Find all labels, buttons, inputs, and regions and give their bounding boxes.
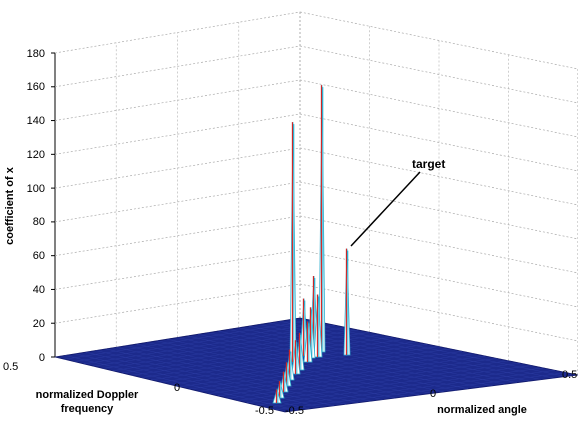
- x-axis-label: normalized Doppler: [36, 389, 139, 401]
- z-tick-label: 20: [33, 318, 45, 330]
- z-tick-label: 80: [33, 216, 45, 228]
- peak: [343, 248, 351, 356]
- peak: [272, 388, 282, 404]
- mesh-line: [256, 367, 544, 406]
- z-tick-label: 0: [39, 352, 45, 364]
- z-axis-label: coefficient of x: [4, 166, 16, 245]
- peak-body: [291, 340, 301, 375]
- mesh-line: [265, 370, 555, 408]
- doppler-tick-label: -0.5: [255, 405, 274, 417]
- peak-body: [272, 388, 282, 404]
- peak: [279, 371, 289, 393]
- peak-body: [343, 248, 351, 356]
- peak-body: [313, 294, 323, 358]
- z-tick-label: 120: [27, 149, 45, 161]
- mesh-line: [279, 321, 554, 379]
- mesh-line: [246, 365, 532, 404]
- mesh-line: [275, 372, 567, 410]
- grid-line: [54, 45, 301, 88]
- z-tick-label: 60: [33, 250, 45, 262]
- mesh-line: [289, 319, 566, 377]
- peak-body: [318, 85, 326, 353]
- angle-tick-label: 0.5: [562, 369, 577, 381]
- peak: [303, 321, 313, 363]
- doppler-tick-label: 0: [174, 382, 180, 394]
- z-tick-label: 40: [33, 284, 45, 296]
- peak-body: [279, 371, 289, 393]
- grid-line: [54, 113, 301, 155]
- z-ticks: 0 20 40 60 80 100 120 140 160 180: [27, 48, 45, 364]
- axis-walls: [51, 11, 578, 376]
- peak: [289, 122, 297, 363]
- doppler-tick-label: 0.5: [3, 361, 18, 373]
- annotation-arrow: [350, 171, 421, 247]
- annotation-label: target: [412, 157, 445, 171]
- grid-line: [54, 249, 301, 290]
- x-axis-label: frequency: [61, 403, 114, 415]
- angle-tick-label: -0.5: [285, 405, 304, 417]
- peak-body: [303, 321, 313, 363]
- peak: [313, 294, 323, 358]
- peaks-group: [272, 85, 351, 404]
- angle-tick-label: 0: [430, 388, 436, 400]
- z-tick-label: 100: [27, 183, 45, 195]
- y-axis-label: normalized angle: [437, 404, 527, 416]
- surface-mesh: [64, 319, 567, 411]
- peak-body: [289, 122, 297, 363]
- grid-line: [54, 181, 301, 223]
- z-tick-label: 160: [27, 81, 45, 93]
- z-tick-label: 140: [27, 115, 45, 127]
- peak: [291, 340, 301, 375]
- z-tick-label: 180: [27, 48, 45, 60]
- peak: [318, 85, 326, 353]
